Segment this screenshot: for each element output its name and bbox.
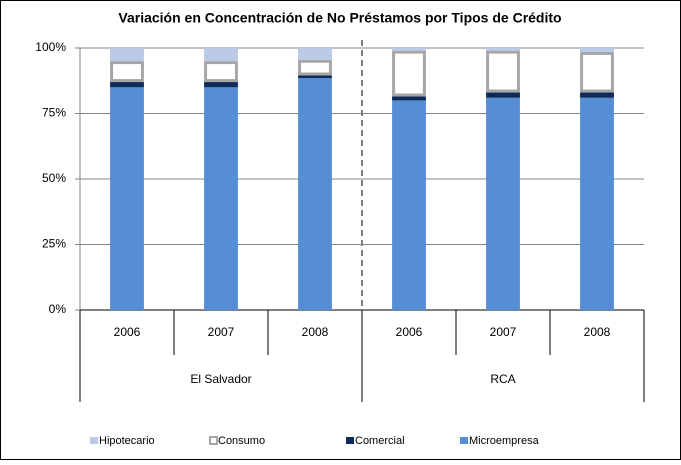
x-tick-label: 2007	[490, 325, 517, 339]
bar-segment	[392, 48, 426, 51]
x-tick-label: 2006	[114, 325, 141, 339]
bar-segment	[580, 48, 614, 52]
legend-swatch	[90, 437, 98, 444]
bar-segment	[486, 48, 520, 51]
bar-segment	[204, 82, 238, 88]
x-tick-label: 2008	[584, 325, 611, 339]
bar-segment	[204, 61, 238, 83]
bar-segment	[486, 50, 520, 93]
bar-segment	[298, 59, 332, 76]
x-tick-label: 2006	[396, 325, 423, 339]
bar-segment	[204, 48, 238, 62]
legend-swatch	[460, 437, 468, 444]
group-label: RCA	[490, 372, 515, 386]
bar-segment	[110, 61, 144, 83]
bar-segment	[110, 87, 144, 310]
y-tick-label: 0%	[49, 302, 67, 316]
chart-title: Variación en Concentración de No Préstam…	[118, 10, 561, 26]
bar-segment	[486, 97, 520, 310]
bar-segment	[392, 100, 426, 311]
bar-segment	[580, 92, 614, 98]
bar-segment	[392, 96, 426, 101]
legend-swatch	[346, 437, 354, 444]
bar-segment	[298, 78, 332, 310]
bar-segment	[204, 87, 238, 310]
bar-segment	[110, 48, 144, 62]
bar-segment	[110, 82, 144, 88]
y-tick-label: 100%	[35, 40, 66, 54]
y-tick-label: 50%	[42, 171, 66, 185]
bar-segment	[580, 97, 614, 310]
x-tick-label: 2008	[302, 325, 329, 339]
y-tick-label: 75%	[42, 106, 66, 120]
bar-segment	[486, 92, 520, 98]
legend-label: Comercial	[355, 435, 405, 447]
y-tick-label: 25%	[42, 237, 66, 251]
legend-swatch	[209, 436, 218, 445]
x-tick-label: 2007	[208, 325, 235, 339]
legend-label: Microempresa	[469, 435, 540, 447]
legend-label: Consumo	[218, 435, 265, 447]
bar-segment	[298, 75, 332, 79]
bar-segment	[580, 51, 614, 93]
bar-segment	[392, 50, 426, 97]
bar-segment	[298, 48, 332, 60]
legend-label: Hipotecario	[99, 435, 155, 447]
group-label: El Salvador	[190, 372, 251, 386]
